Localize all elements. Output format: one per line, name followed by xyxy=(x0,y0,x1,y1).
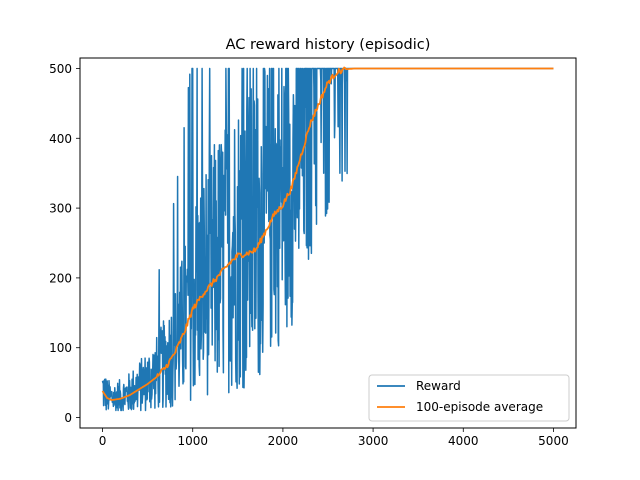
legend-box xyxy=(368,374,570,422)
chart-title: AC reward history (episodic) xyxy=(226,37,431,53)
x-tick-label: 1000 xyxy=(177,434,208,448)
x-tick-label: 2000 xyxy=(268,434,299,448)
x-tick-label: 3000 xyxy=(358,434,389,448)
y-axis: 0 100 200 300 400 500 xyxy=(49,62,80,425)
legend-label-average: 100-episode average xyxy=(416,400,543,414)
y-tick-label: 200 xyxy=(49,271,72,285)
y-tick-label: 300 xyxy=(49,202,72,216)
y-tick-label: 100 xyxy=(49,341,72,355)
y-tick-label: 500 xyxy=(49,62,72,76)
series-average-line xyxy=(101,66,554,402)
x-tick-label: 4000 xyxy=(448,434,479,448)
legend-label-reward: Reward xyxy=(416,379,461,393)
axes-frame xyxy=(79,57,577,429)
x-axis: 0 1000 2000 3000 4000 5000 xyxy=(99,428,569,448)
x-tick-label: 5000 xyxy=(538,434,569,448)
y-tick-label: 0 xyxy=(64,411,72,425)
legend: Reward 100-episode average xyxy=(368,374,570,422)
y-tick-label: 400 xyxy=(49,132,72,146)
x-tick-label: 0 xyxy=(99,434,107,448)
plot-area xyxy=(101,66,554,412)
